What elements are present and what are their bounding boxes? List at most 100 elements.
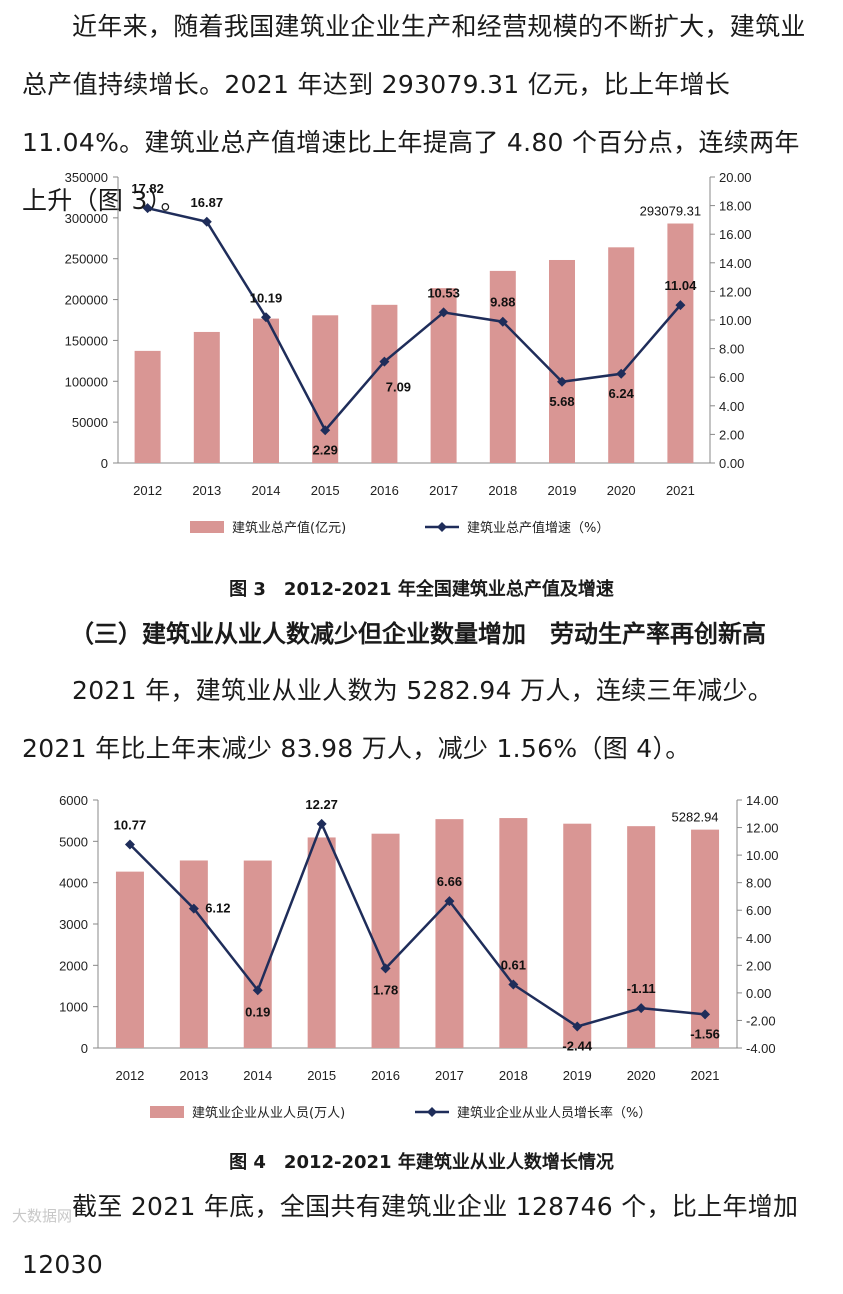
left-tick-label: 0 — [81, 1041, 88, 1056]
paragraph-intro: 近年来，随着我国建筑业企业生产和经营规模的不断扩大，建筑业总产值持续增长。202… — [22, 12, 806, 215]
line-point — [252, 985, 263, 996]
watermark-logo: 大数据网 — [12, 1207, 73, 1225]
bar — [253, 318, 279, 463]
line-point — [316, 818, 327, 829]
x-tick-label: 2019 — [563, 1068, 592, 1083]
line-point — [497, 316, 508, 327]
line-value-label: 11.04 — [664, 278, 697, 293]
bar — [549, 259, 575, 463]
right-tick-label: -4.00 — [746, 1041, 776, 1056]
line-point — [616, 368, 627, 379]
left-tick-label: 50000 — [72, 415, 108, 430]
line-value-label: -2.44 — [562, 1039, 592, 1054]
line-point — [444, 896, 455, 907]
line-value-label: 10.77 — [114, 818, 147, 833]
left-tick-label: 250000 — [65, 252, 108, 267]
bar — [179, 860, 208, 1048]
line-value-label: 0.61 — [501, 957, 526, 972]
bar — [115, 871, 144, 1048]
right-tick-label: -2.00 — [746, 1013, 776, 1028]
legend-line-label: 建筑业总产值增速（%） — [467, 520, 609, 536]
x-tick-label: 2012 — [133, 483, 162, 498]
x-tick-label: 2020 — [627, 1068, 656, 1083]
right-tick-label: 2.00 — [746, 958, 771, 973]
section-heading: （三）建筑业从业人数减少但企业数量增加 劳动生产率再创新高 — [70, 620, 766, 648]
x-tick-label: 2020 — [607, 483, 636, 498]
paragraph-employment: 2021 年，建筑业从业人数为 5282.94 万人，连续三年减少。2021 年… — [22, 676, 774, 763]
right-tick-label: 10.00 — [746, 848, 779, 863]
line-point — [438, 307, 449, 318]
x-tick-label: 2017 — [435, 1068, 464, 1083]
line-value-label: 0.19 — [245, 1004, 270, 1019]
right-tick-label: 2.00 — [719, 427, 744, 442]
chart-output-value-svg: 0 50000 100000 150000 200000 250000 300000 3500… — [65, 170, 752, 536]
legend-bar-swatch — [190, 521, 224, 533]
legend-line-marker — [437, 522, 447, 532]
paragraph-enterprises: 截至 2021 年底，全国共有建筑业企业 128746 个，比上年增加 1203… — [22, 1192, 799, 1279]
growth-line — [129, 820, 706, 1028]
right-tick-label: 6.00 — [746, 903, 771, 918]
x-tick-label: 2014 — [252, 483, 281, 498]
line-point — [557, 376, 567, 387]
bar — [371, 833, 400, 1048]
line-point — [201, 216, 212, 227]
line-value-label: 9.88 — [490, 295, 515, 310]
line-point — [124, 839, 135, 850]
x-tick-label: 2019 — [548, 483, 577, 498]
left-tick-label: 3000 — [59, 917, 88, 932]
right-tick-label: 0.00 — [719, 456, 744, 471]
line-value-label: 10.53 — [427, 285, 460, 300]
bar — [243, 860, 272, 1048]
x-tick-label: 2013 — [179, 1068, 208, 1083]
line-value-label: 6.12 — [205, 901, 230, 916]
right-tick-label: 8.00 — [746, 876, 771, 891]
line-value-label: 16.87 — [191, 195, 224, 210]
bar — [371, 304, 398, 463]
line-point — [379, 356, 390, 367]
line-point — [572, 1021, 583, 1032]
line-value-label: -1.56 — [690, 1026, 720, 1041]
legend-line-label: 建筑业企业从业人员增长率（%） — [457, 1105, 651, 1121]
bar — [193, 331, 220, 463]
line-point — [636, 1003, 647, 1014]
line-value-label: 6.66 — [437, 874, 462, 889]
line-value-label: 7.09 — [386, 380, 411, 395]
right-tick-label: 14.00 — [746, 793, 779, 808]
line-value-label: 1.78 — [373, 982, 398, 997]
x-tick-label: 2015 — [307, 1068, 336, 1083]
left-tick-label: 150000 — [65, 333, 108, 348]
line-value-label: 10.19 — [250, 290, 283, 305]
growth-line — [147, 206, 682, 433]
caption-fig3: 图 3 2012-2021 年全国建筑业总产值及增速 — [229, 579, 614, 600]
line-point — [142, 203, 153, 214]
right-tick-label: 6.00 — [719, 370, 744, 385]
x-tick-label: 2016 — [371, 1068, 400, 1083]
line-point — [675, 300, 686, 311]
left-tick-label: 6000 — [59, 793, 88, 808]
left-tick-label: 100000 — [65, 374, 108, 389]
right-tick-label: 16.00 — [719, 227, 752, 242]
x-tick-label: 2021 — [666, 483, 695, 498]
left-tick-label: 300000 — [65, 211, 108, 226]
legend-bar-label: 建筑业企业从业人员(万人) — [192, 1105, 345, 1121]
bar — [312, 315, 339, 463]
right-tick-label: 4.00 — [719, 399, 744, 414]
chart-employment: 0 1000 2000 3000 4000 5000 6000 -4.00 -2.00 0.00 2… — [0, 786, 843, 1136]
x-tick-label: 2015 — [311, 483, 340, 498]
right-tick-label: 14.00 — [719, 256, 752, 271]
left-tick-label: 2000 — [59, 958, 88, 973]
x-tick-label: 2018 — [499, 1068, 528, 1083]
left-tick-label: 350000 — [65, 170, 108, 185]
right-tick-label: 20.00 — [719, 170, 752, 185]
line-value-label: 6.24 — [609, 386, 635, 401]
bar — [435, 819, 464, 1048]
bar — [563, 823, 592, 1048]
line-point — [700, 1009, 711, 1020]
left-tick-label: 200000 — [65, 293, 108, 308]
right-tick-label: 12.00 — [719, 284, 752, 299]
bar-value-label: 293079.31 — [640, 204, 701, 219]
line-value-label: 2.29 — [313, 442, 338, 457]
bar-value-label: 5282.94 — [672, 810, 719, 825]
legend-line-marker — [427, 1107, 437, 1117]
bar — [627, 826, 656, 1048]
